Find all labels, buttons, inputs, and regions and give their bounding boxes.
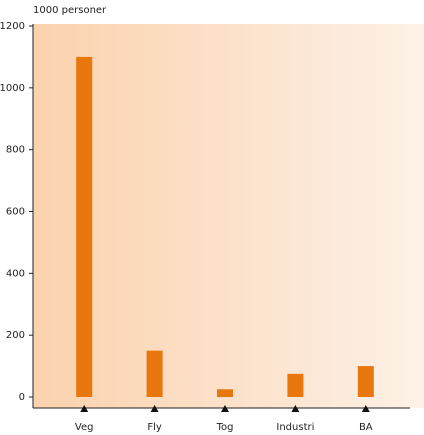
x-tick-label: Industri [276,422,314,433]
y-tick-label: 0 [19,392,25,403]
category-marker [361,405,370,412]
category-marker [291,405,300,412]
x-tick-label: Veg [75,422,94,433]
bar [76,56,93,398]
y-tick-label: 400 [6,268,25,279]
x-tick-label: Fly [147,422,162,433]
category-marker [221,405,229,412]
bar [217,389,233,397]
y-tick-label: 1200 [0,21,25,32]
y-tick-label: 600 [6,207,25,218]
y-tick-label: 1000 [0,83,25,94]
y-axis-label: 1000 personer [33,5,107,16]
bar [146,350,163,397]
category-marker [80,405,89,412]
bar [287,373,304,397]
x-tick-label: BA [359,422,373,433]
x-tick-label: Tog [216,422,234,433]
category-marker [150,405,159,412]
bar [357,366,374,397]
plot-background [33,24,424,408]
y-tick-label: 200 [6,330,25,341]
y-tick-label: 800 [6,145,25,156]
